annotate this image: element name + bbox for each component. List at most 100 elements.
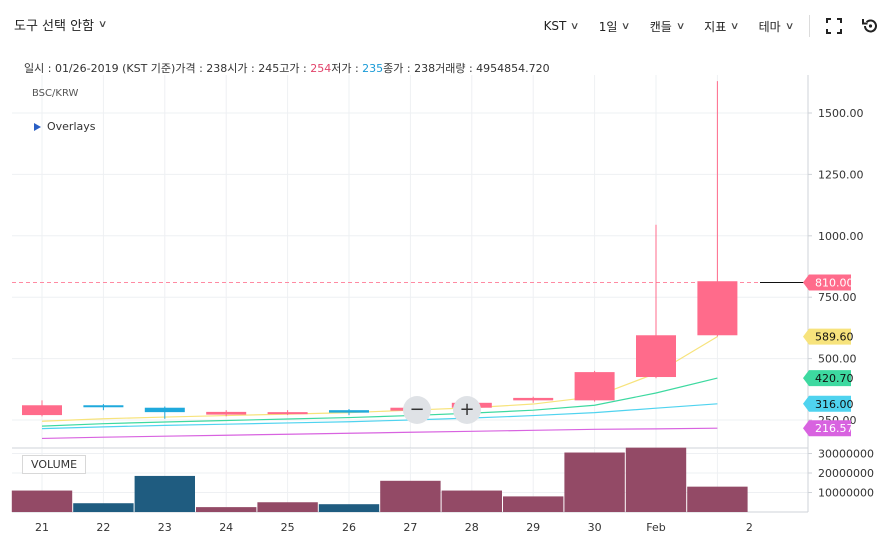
price-tag-background	[803, 328, 851, 345]
toolbar-divider	[809, 15, 810, 37]
timezone-dropdown[interactable]: KST ∨	[534, 12, 589, 40]
theme-label: 테마	[758, 19, 781, 34]
triangle-right-icon	[34, 122, 41, 131]
chevron-down-icon: ∨	[784, 20, 795, 32]
legend-open: 시가 : 245	[227, 60, 279, 76]
candle-body	[22, 405, 62, 416]
chart-toolbar: 도구 선택 안함 ∨ KST ∨ 1일 ∨ 캔들 ∨ 지표 ∨ 테마 ∨	[0, 0, 896, 52]
candle-body	[267, 412, 308, 415]
legend-date: 일시 : 01/26-2019 (KST 기준)	[24, 62, 176, 75]
legend-close: 종가 : 238	[383, 60, 435, 76]
volume-bar	[687, 486, 748, 512]
legend-low: 저가 : 235	[331, 60, 383, 76]
moving-average-line	[41, 377, 718, 427]
overlays-toggle[interactable]: Overlays	[34, 120, 96, 133]
price-tags: 810.00 589.60 420.70 316.00 216.57	[803, 274, 854, 437]
legend-volume: 거래량 : 4954854.720	[435, 60, 550, 76]
candle-body	[206, 411, 247, 415]
volume-bar	[196, 507, 257, 512]
time-tick-label: 2	[746, 521, 753, 534]
chevron-down-icon: ∨	[97, 19, 108, 30]
time-tick-label: 29	[526, 521, 540, 534]
volume-bar	[380, 480, 441, 512]
price-tag-label: 589.60	[815, 331, 854, 344]
pair-label: BSC/KRW	[32, 88, 79, 99]
legend-volume-value: 4954854.720	[476, 62, 550, 75]
legend-low-label: 저가 :	[331, 62, 363, 75]
chart-type-label: 캔들	[649, 19, 672, 34]
volume-bar	[257, 502, 318, 512]
chevron-down-icon: ∨	[570, 20, 580, 32]
time-tick-label: 27	[403, 521, 417, 534]
indicators-label: 지표	[704, 19, 727, 34]
price-tag-label: 316.00	[815, 398, 854, 411]
drawing-tool-label: 도구 선택 안함	[14, 19, 95, 34]
price-tick-label: 750.00	[818, 291, 857, 304]
zoom-in-button[interactable]: +	[453, 396, 481, 424]
fullscreen-icon	[826, 18, 842, 34]
moving-average-line	[41, 427, 718, 440]
volume-bar	[134, 475, 195, 512]
zoom-out-button[interactable]: −	[403, 396, 431, 424]
legend-volume-label: 거래량 :	[435, 62, 477, 75]
volume-tick-label: 20000000	[818, 467, 874, 480]
price-tag-label: 420.70	[815, 372, 854, 385]
candle-body	[513, 397, 554, 401]
moving-average-line	[41, 336, 718, 422]
price-tick-label: 1250.00	[818, 168, 864, 181]
time-axis-ticks: 21 22 23 24 25 26 27 28 29 30 Feb 2	[35, 521, 753, 534]
volume-tick-label: 30000000	[818, 448, 874, 461]
volume-tick-label: 10000000	[818, 487, 874, 500]
legend-close-value: 238	[414, 62, 436, 75]
legend-high-value: 254	[310, 62, 332, 75]
ohlc-legend: 일시 : 01/26-2019 (KST 기준) 가격 : 238 시가 : 2…	[24, 60, 550, 76]
time-tick-label: 23	[158, 521, 172, 534]
price-tag-background	[803, 420, 851, 437]
price-tag-background	[803, 274, 851, 291]
chart-grid	[12, 75, 808, 448]
candle-body	[574, 372, 615, 401]
time-tick-label: 26	[342, 521, 356, 534]
legend-price-value: 238	[206, 62, 228, 75]
volume-bar	[503, 496, 564, 512]
chevron-down-icon: ∨	[730, 20, 740, 32]
volume-bar	[318, 504, 380, 512]
legend-open-label: 시가 :	[227, 62, 259, 75]
volume-bar	[564, 452, 625, 512]
drawing-tool-selector[interactable]: 도구 선택 안함 ∨	[14, 15, 108, 34]
volume-bar	[441, 490, 502, 512]
price-tick-label: 1000.00	[818, 230, 864, 243]
price-tag-label: 810.00	[815, 276, 854, 289]
time-tick-label: 30	[588, 521, 602, 534]
legend-price: 가격 : 238	[175, 60, 227, 76]
chart-type-dropdown[interactable]: 캔들 ∨	[640, 12, 694, 40]
volume-bar	[11, 490, 73, 512]
fullscreen-button[interactable]	[816, 12, 852, 40]
time-tick-label: 21	[35, 521, 49, 534]
legend-open-value: 245	[258, 62, 280, 75]
candle-body	[144, 407, 185, 413]
volume-bar	[625, 447, 687, 512]
reset-icon	[862, 19, 877, 33]
legend-close-label: 종가 :	[383, 62, 415, 75]
time-tick-label: 24	[219, 521, 233, 534]
price-tag-background	[803, 395, 851, 412]
price-tick-label: 1500.00	[818, 107, 864, 120]
volume-axis-ticks: 30000000 20000000 10000000	[808, 448, 874, 500]
legend-low-value: 235	[362, 62, 384, 75]
interval-dropdown[interactable]: 1일 ∨	[589, 12, 640, 40]
candle-body	[697, 281, 738, 336]
chevron-down-icon: ∨	[675, 20, 686, 32]
legend-high: 고가 : 254	[279, 60, 331, 76]
theme-dropdown[interactable]: 테마 ∨	[749, 12, 803, 40]
indicators-dropdown[interactable]: 지표 ∨	[694, 12, 748, 40]
time-tick-label: 25	[281, 521, 295, 534]
legend-high-label: 고가 :	[279, 62, 311, 75]
interval-label: 1일	[598, 19, 618, 34]
price-tag-label: 216.57	[815, 422, 854, 435]
price-tag-background	[803, 370, 851, 387]
time-tick-label: 22	[96, 521, 110, 534]
legend-price-label: 가격 :	[175, 62, 207, 75]
reset-chart-button[interactable]	[852, 12, 888, 40]
